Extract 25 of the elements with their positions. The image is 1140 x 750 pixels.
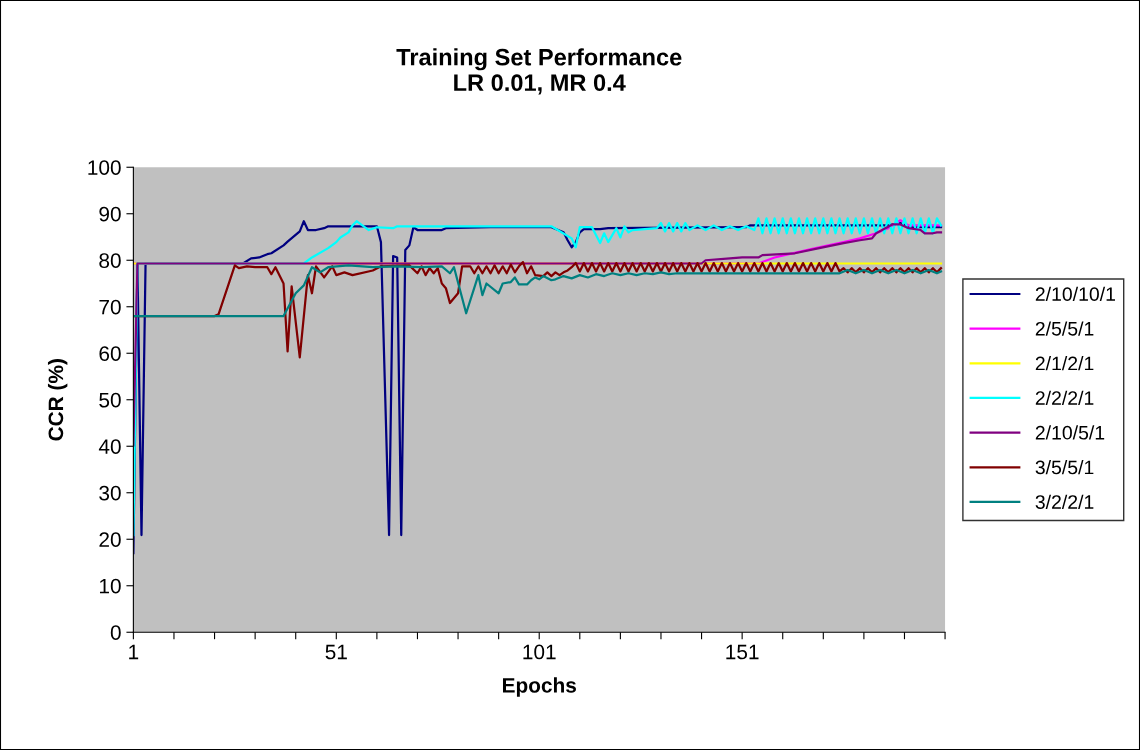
x-axis-title: Epochs	[502, 677, 576, 697]
x-tick-label: 1	[129, 644, 139, 660]
y-tick-label: 70	[99, 299, 121, 315]
legend-label: 3/2/2/1	[1035, 494, 1094, 509]
legend-label: 2/10/5/1	[1035, 425, 1105, 440]
y-tick-label: 20	[99, 532, 121, 547]
x-tick-label: 101	[523, 644, 556, 660]
y-tick-label: 40	[98, 439, 121, 454]
y-tick-label: 90	[99, 206, 121, 222]
y-axis-title: CCR (%)	[47, 359, 68, 441]
legend-label: 3/5/5/1	[1035, 459, 1094, 475]
y-tick-label: 30	[99, 485, 121, 501]
y-tick-label: 10	[99, 578, 121, 594]
y-tick-label: 100	[88, 160, 121, 175]
legend-label: 2/2/2/1	[1035, 390, 1094, 405]
y-tick-label: 50	[99, 392, 121, 408]
x-tick-label: 151	[726, 644, 759, 660]
y-tick-label: 0	[110, 625, 121, 640]
x-tick-label: 51	[325, 644, 347, 660]
chart-title: Training Set Performance LR 0.01, MR 0.4	[396, 48, 682, 95]
legend-label: 2/1/2/1	[1035, 356, 1094, 371]
y-tick-label: 80	[99, 253, 121, 268]
legend-label: 2/5/5/1	[1035, 321, 1094, 336]
y-tick-label: 60	[99, 346, 121, 361]
legend-label: 2/10/10/1	[1035, 286, 1115, 302]
